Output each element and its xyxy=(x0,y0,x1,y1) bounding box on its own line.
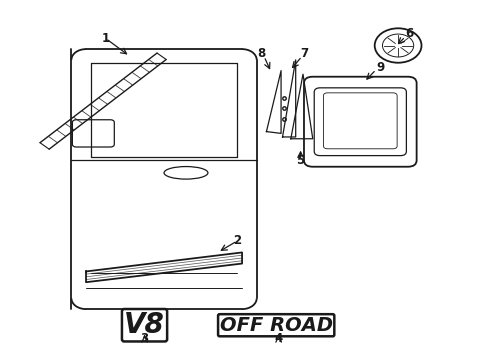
Text: 6: 6 xyxy=(405,27,412,40)
Text: 1: 1 xyxy=(102,32,109,45)
Text: 5: 5 xyxy=(296,154,304,167)
Text: 8: 8 xyxy=(256,47,264,60)
Text: 2: 2 xyxy=(233,234,241,247)
Text: 4: 4 xyxy=(274,332,282,345)
Text: 3: 3 xyxy=(140,332,148,345)
Text: V8: V8 xyxy=(124,311,164,339)
Text: OFF ROAD: OFF ROAD xyxy=(219,316,332,335)
Text: 9: 9 xyxy=(375,60,384,73)
Text: 7: 7 xyxy=(300,47,308,60)
